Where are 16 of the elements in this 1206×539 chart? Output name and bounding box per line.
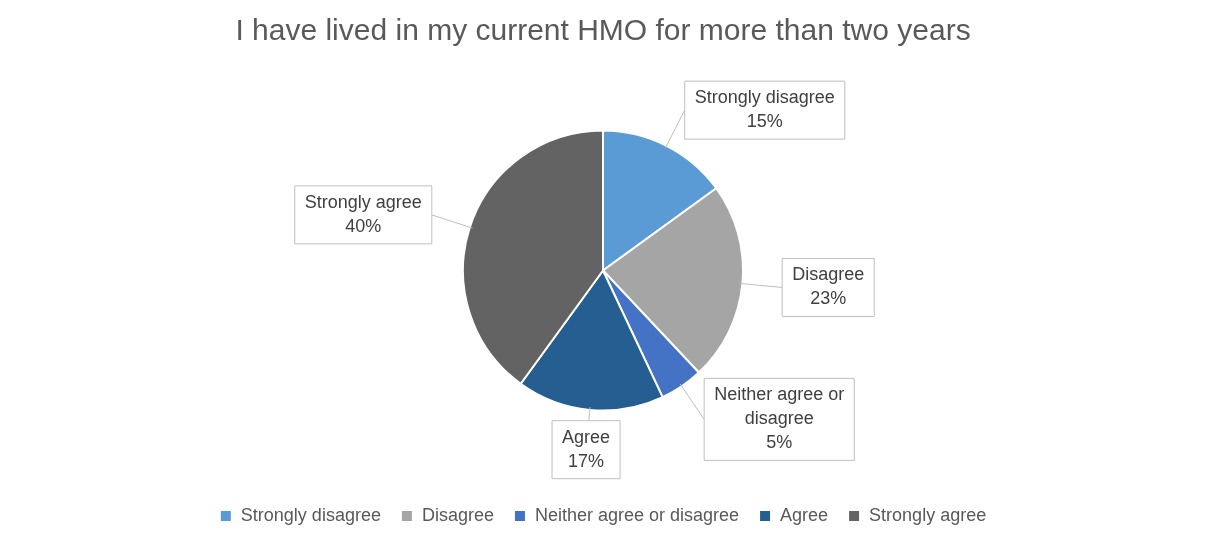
data-label: 17% (568, 450, 605, 471)
legend-label: Strongly agree (869, 504, 987, 525)
slice-label: Neither agree or disagree (714, 384, 845, 429)
slice-label: Disagree (792, 264, 865, 285)
slice-label: Agree (562, 426, 611, 447)
legend-label: Disagree (421, 504, 494, 525)
data-label: 15% (746, 111, 783, 132)
slice-label: Strongly agree (304, 191, 422, 212)
data-label: 23% (810, 288, 847, 309)
chart-title: I have lived in my current HMO for more than two years (235, 13, 971, 47)
legend-label: Agree (780, 504, 829, 525)
data-label: 5% (766, 432, 793, 453)
slice-label: Strongly disagree (694, 87, 835, 108)
legend-label: Strongly disagree (240, 504, 381, 525)
legend-label: Neither agree or disagree (534, 504, 740, 525)
data-label: 40% (345, 215, 382, 236)
